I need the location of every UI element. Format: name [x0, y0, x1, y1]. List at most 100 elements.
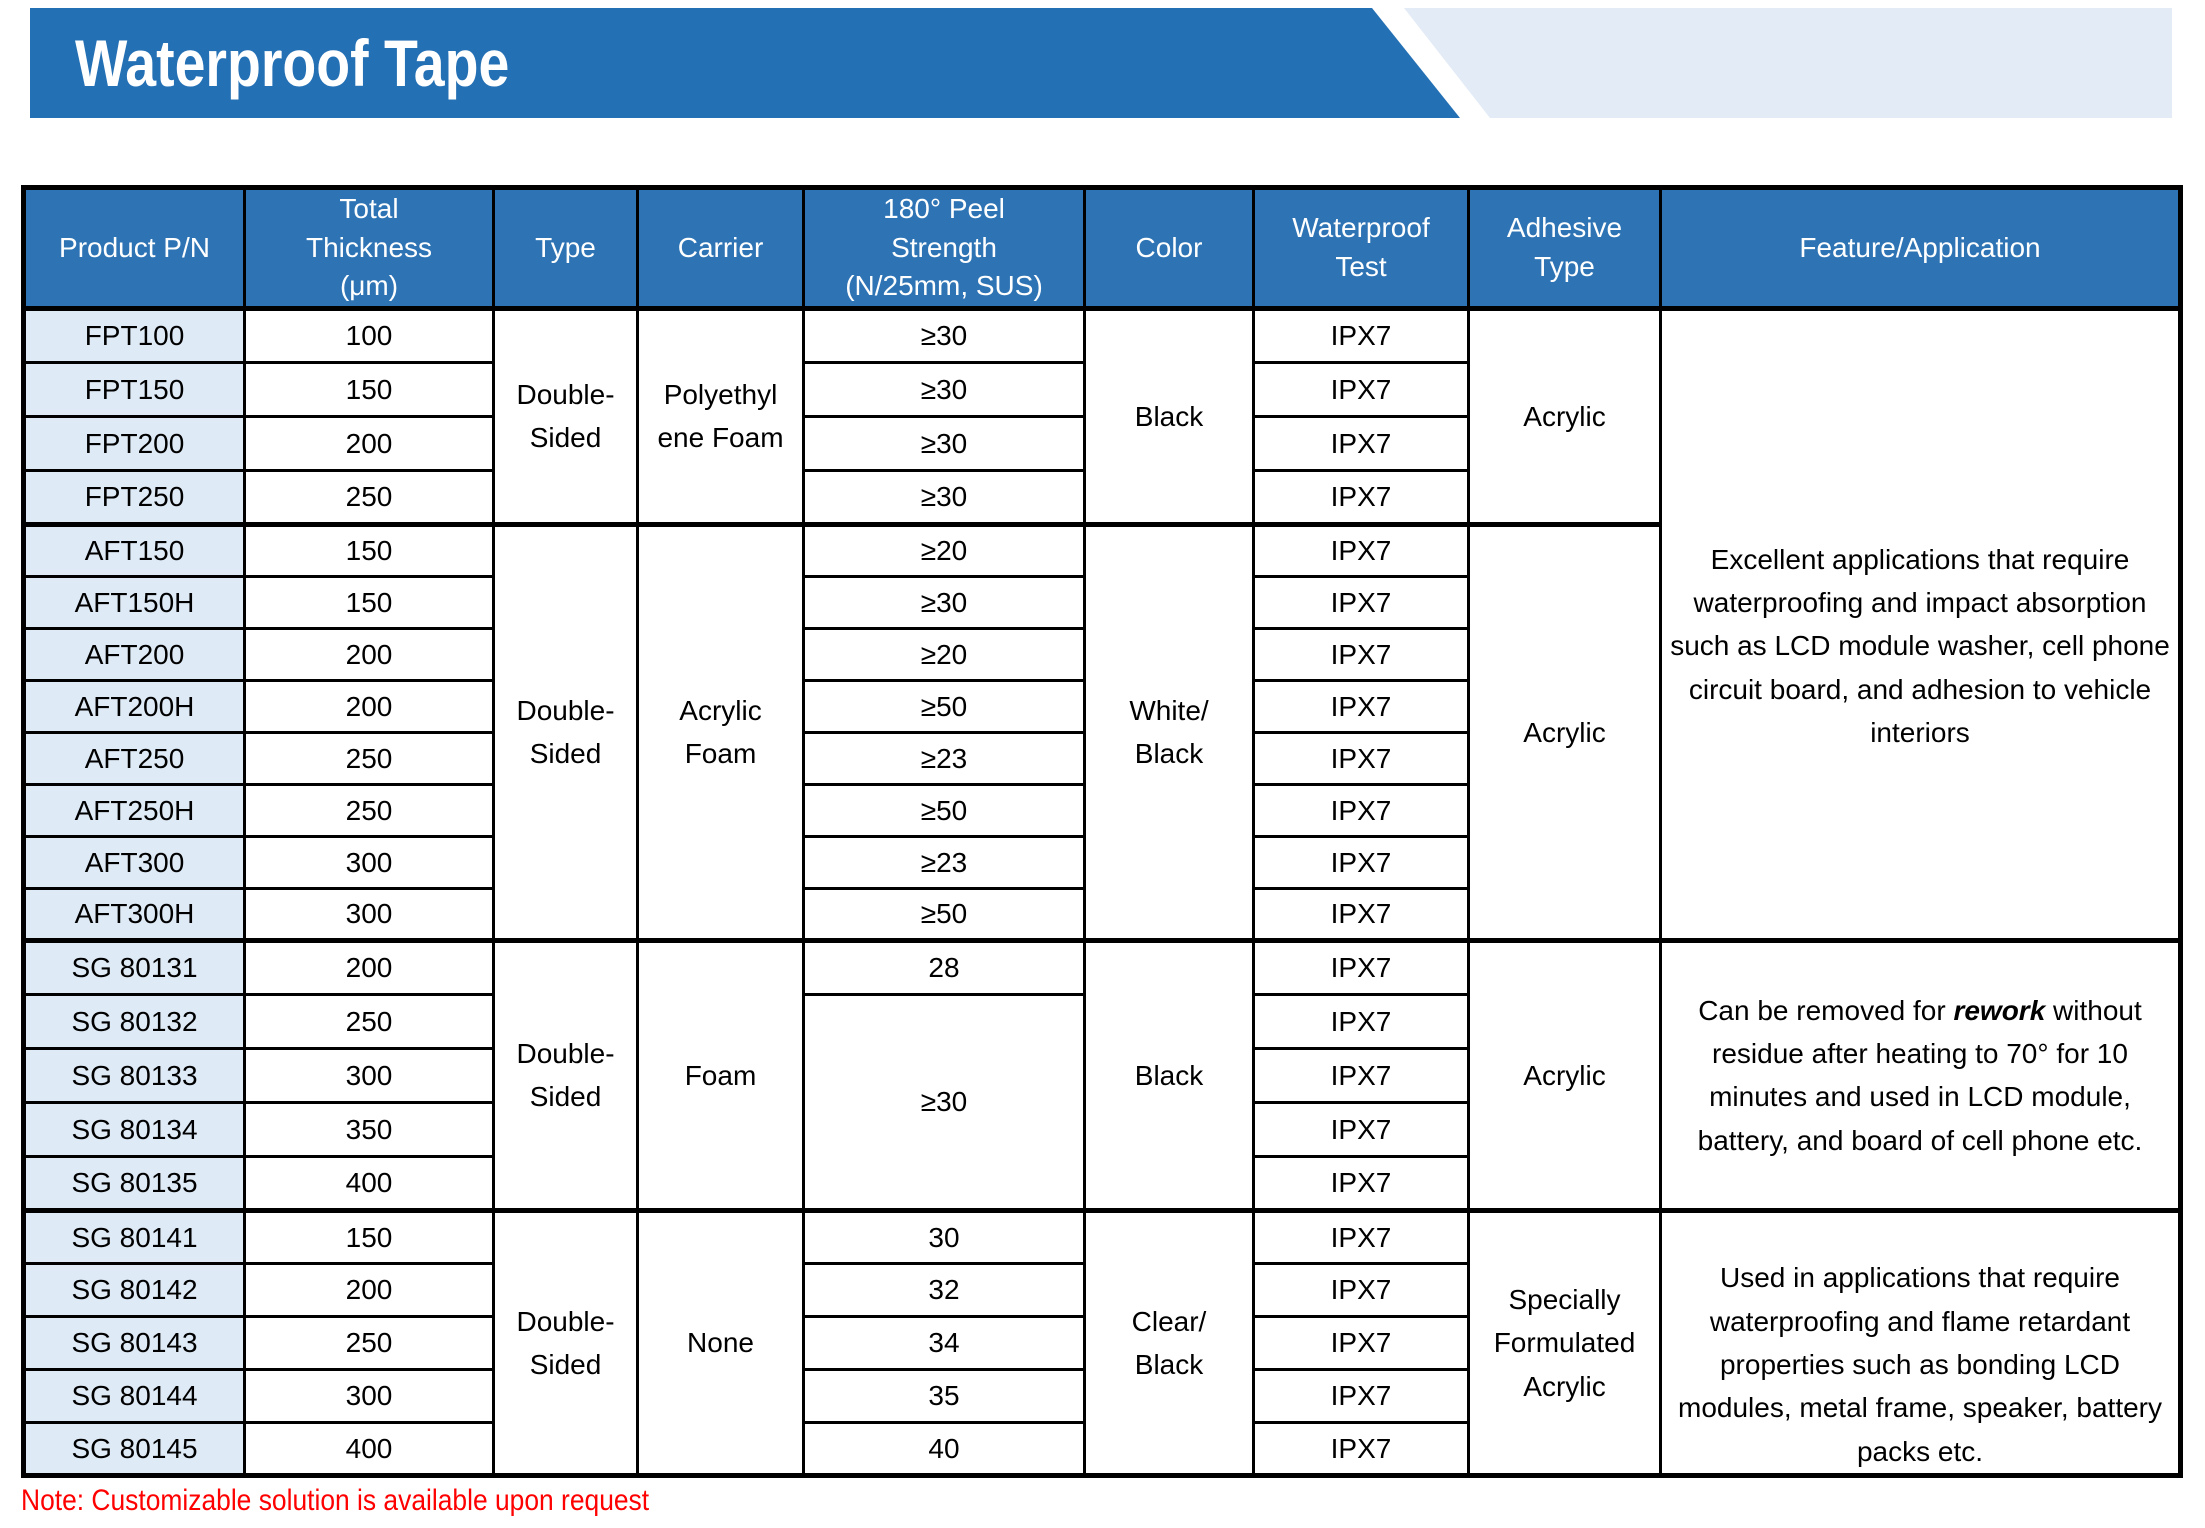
- feature-text: Excellent applications that require wate…: [1670, 543, 2170, 749]
- test-cell: IPX7: [1252, 834, 1470, 890]
- table-row: SG 80143 250 34 IPX7: [22, 1314, 2181, 1372]
- test-cell: IPX7: [1252, 1154, 1470, 1212]
- color-cell: White/ Black: [1083, 521, 1255, 942]
- color-cell: Black: [1083, 937, 1255, 1212]
- table-row: SG 80142 200 32 IPX7: [22, 1261, 2181, 1319]
- adhesive-cell: Acrylic: [1467, 306, 1662, 526]
- peel-cell: ≥30: [802, 306, 1086, 364]
- feature-text: Used in applications that require waterp…: [1678, 1262, 2162, 1467]
- test-cell: IPX7: [1252, 1046, 1470, 1104]
- type-cell: Double- Sided: [492, 937, 639, 1212]
- product-pn-cell: AFT200H: [22, 678, 246, 734]
- table-row: AFT300 300 ≥23 IPX7: [22, 834, 2181, 890]
- table-row: FPT200 200 ≥30 IPX7: [22, 414, 2181, 472]
- test-cell: IPX7: [1252, 730, 1470, 786]
- product-pn-cell: FPT200: [22, 414, 246, 472]
- header-test: Waterproof Test: [1252, 186, 1470, 311]
- table-row: AFT250 250 ≥23 IPX7: [22, 730, 2181, 786]
- feature-text: without residue after heating to 70° for…: [1697, 994, 2143, 1156]
- test-cell: IPX7: [1252, 360, 1470, 418]
- product-pn-cell: AFT150: [22, 521, 246, 578]
- header-carrier: Carrier: [636, 186, 805, 311]
- thickness-cell: 400: [243, 1421, 495, 1478]
- table-row: FPT100 100 Double- Sided Polyethyl ene F…: [22, 306, 2182, 942]
- test-cell: IPX7: [1252, 1207, 1470, 1265]
- thickness-cell: 250: [243, 992, 495, 1050]
- test-cell: IPX7: [1252, 1314, 1470, 1372]
- product-pn-cell: AFT300H: [22, 886, 246, 942]
- table-row: AFT150H 150 ≥30 IPX7: [22, 574, 2181, 630]
- adhesive-cell: Specially Formulated Acrylic: [1467, 1207, 1662, 1478]
- product-pn-cell: SG 80141: [22, 1207, 246, 1265]
- feature-text: Can be removed for: [1698, 994, 1954, 1026]
- peel-cell: 32: [802, 1261, 1086, 1319]
- test-cell: IPX7: [1252, 678, 1470, 734]
- header-peel: 180° Peel Strength (N/25mm, SUS): [802, 186, 1086, 311]
- type-cell: Double- Sided: [492, 1207, 639, 1478]
- thickness-cell: 300: [243, 834, 495, 890]
- product-pn-cell: SG 80134: [22, 1100, 246, 1158]
- title-banner: [30, 8, 1460, 118]
- thickness-cell: 250: [243, 1314, 495, 1372]
- product-pn-cell: AFT150H: [22, 574, 246, 630]
- test-cell: IPX7: [1252, 782, 1470, 838]
- thickness-cell: 150: [243, 521, 495, 578]
- spec-table: Product P/N Total Thickness (μm) Type Ca…: [21, 185, 2183, 1479]
- table-row: FPT250 250 ≥30 IPX7: [22, 468, 2181, 526]
- test-cell: IPX7: [1252, 574, 1470, 630]
- carrier-cell: Acrylic Foam: [636, 521, 805, 942]
- table-row: AFT300H 300 ≥50 IPX7: [22, 886, 2181, 942]
- peel-cell: 34: [802, 1314, 1086, 1372]
- product-pn-cell: FPT250: [22, 468, 246, 526]
- header-thickness: Total Thickness (μm): [243, 186, 495, 311]
- peel-cell: 40: [802, 1421, 1086, 1478]
- test-cell: IPX7: [1252, 886, 1470, 942]
- test-cell: IPX7: [1252, 1421, 1470, 1478]
- page-title: Waterproof Tape: [75, 26, 510, 100]
- product-pn-cell: AFT250: [22, 730, 246, 786]
- product-pn-cell: SG 80132: [22, 992, 246, 1050]
- peel-cell: ≥30: [802, 574, 1086, 630]
- peel-cell: ≥20: [802, 521, 1086, 578]
- peel-cell: 35: [802, 1368, 1086, 1425]
- peel-cell: ≥30: [802, 414, 1086, 472]
- thickness-cell: 250: [243, 730, 495, 786]
- peel-cell: ≥30: [802, 468, 1086, 526]
- table-row: AFT200H 200 ≥50 IPX7: [22, 678, 2181, 734]
- header-row: Product P/N Total Thickness (μm) Type Ca…: [22, 186, 2182, 311]
- feature-cell: Can be removed for rework without residu…: [1659, 937, 2182, 1212]
- thickness-cell: 300: [243, 886, 495, 942]
- type-cell: Double- Sided: [492, 521, 639, 942]
- table-row: FPT150 150 ≥30 IPX7: [22, 360, 2181, 418]
- thickness-cell: 300: [243, 1368, 495, 1425]
- table-row: SG 80131 200 Double- Sided Foam 28 Black…: [22, 937, 2182, 1212]
- thickness-cell: 200: [243, 678, 495, 734]
- thickness-cell: 200: [243, 1261, 495, 1319]
- product-pn-cell: SG 80131: [22, 937, 246, 996]
- peel-cell: ≥50: [802, 782, 1086, 838]
- test-cell: IPX7: [1252, 937, 1470, 996]
- product-pn-cell: AFT300: [22, 834, 246, 890]
- carrier-cell: Foam: [636, 937, 805, 1212]
- banner-accent-shape: [1404, 8, 2172, 118]
- test-cell: IPX7: [1252, 306, 1470, 364]
- thickness-cell: 250: [243, 468, 495, 526]
- feature-cell: Used in applications that require waterp…: [1659, 1207, 2182, 1478]
- test-cell: IPX7: [1252, 626, 1470, 682]
- peel-cell: ≥30: [802, 992, 1086, 1212]
- product-pn-cell: SG 80142: [22, 1261, 246, 1319]
- thickness-cell: 150: [243, 574, 495, 630]
- thickness-cell: 150: [243, 360, 495, 418]
- product-pn-cell: SG 80144: [22, 1368, 246, 1425]
- table-row: SG 80144 300 35 IPX7: [22, 1368, 2181, 1425]
- table-row: AFT250H 250 ≥50 IPX7: [22, 782, 2181, 838]
- header-feature: Feature/Application: [1659, 186, 2182, 311]
- thickness-cell: 400: [243, 1154, 495, 1212]
- peel-cell: 28: [802, 937, 1086, 996]
- color-cell: Clear/ Black: [1083, 1207, 1255, 1478]
- note-text: Note: Customizable solution is available…: [21, 1484, 650, 1517]
- table-row: AFT200 200 ≥20 IPX7: [22, 626, 2181, 682]
- test-cell: IPX7: [1252, 521, 1470, 578]
- product-pn-cell: AFT200: [22, 626, 246, 682]
- test-cell: IPX7: [1252, 992, 1470, 1050]
